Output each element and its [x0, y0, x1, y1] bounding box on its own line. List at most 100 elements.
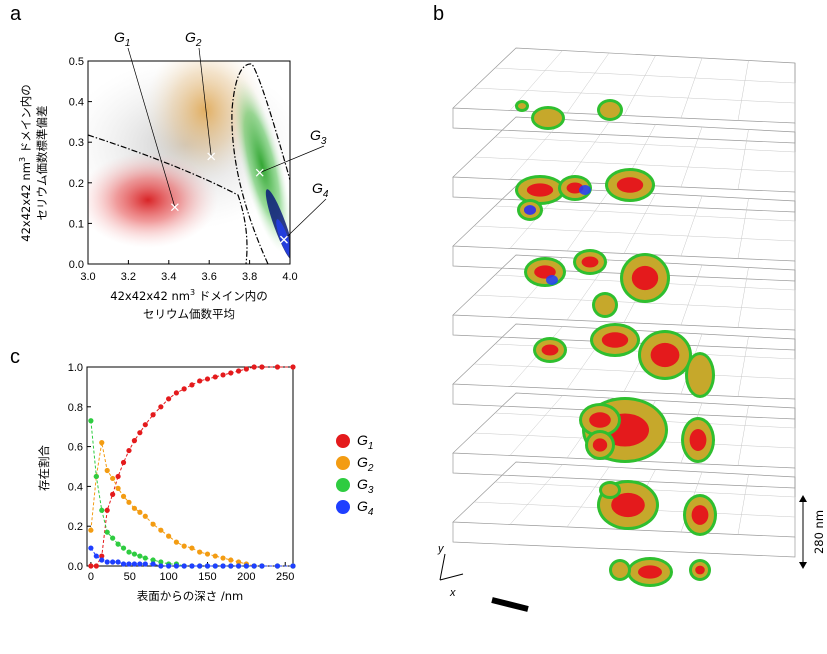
- series-line-g4: [90, 547, 293, 567]
- series-point-g2: [220, 555, 226, 561]
- slab-side-face: [452, 108, 796, 144]
- series-point-g3: [115, 541, 121, 547]
- series-point-g1: [166, 396, 172, 402]
- series-point-g1: [181, 386, 187, 392]
- series-point-g4: [137, 561, 143, 567]
- series-point-g2: [137, 509, 143, 515]
- series-point-g3: [158, 559, 164, 565]
- series-point-g1: [142, 422, 148, 428]
- centroid-marker: [207, 152, 216, 161]
- a-ytick-label: 0.1: [69, 218, 84, 230]
- slab-side-face: [452, 522, 796, 558]
- series-point-g2: [235, 559, 242, 565]
- panel-a-xlabel-line2: セリウム価数平均: [143, 307, 235, 321]
- series-point-g3: [137, 553, 143, 559]
- series-point-g3: [110, 535, 116, 541]
- slab-top-face: [452, 47, 796, 124]
- series-point-g4: [235, 563, 242, 569]
- series-point-g2: [173, 539, 179, 545]
- panel-c-axes: 0 50 100 150 200 250 0.0 0.2 0.4 0.6 0.8 1.0: [68, 362, 295, 583]
- series-line-g3: [90, 420, 293, 567]
- panel-b-3d-slices: 280 nm y x: [437, 47, 826, 612]
- series-point-g4: [181, 563, 187, 569]
- a-ytick-label: 0.2: [69, 178, 84, 190]
- centroid-leader: [283, 198, 327, 240]
- series-point-g4: [104, 559, 110, 565]
- series-point-g2: [150, 521, 156, 527]
- series-point-g3: [150, 557, 156, 563]
- series-point-g4: [158, 563, 164, 569]
- series-line-g2: [90, 442, 293, 567]
- series-point-g2: [88, 527, 94, 533]
- domain-blob-g4: [546, 275, 558, 285]
- series-point-g3: [88, 418, 94, 424]
- svg-text:42x42x42 nm3 ドメイン内の: 42x42x42 nm3 ドメイン内の: [18, 84, 33, 241]
- height-scale-label: 280 nm: [812, 510, 826, 554]
- series-point-g4: [251, 563, 257, 569]
- series-point-g2: [104, 467, 110, 474]
- legend-swatch-g3: [336, 478, 350, 492]
- centroid-label: G3: [310, 127, 327, 147]
- series-point-g1: [290, 364, 296, 370]
- panel-label-b: b: [433, 3, 444, 25]
- series-point-g1: [197, 378, 203, 384]
- series-point-g4: [131, 561, 138, 567]
- density-cloud: [88, 61, 290, 264]
- series-point-g3: [142, 555, 148, 561]
- series-point-g2: [99, 440, 105, 446]
- series-point-g1: [259, 364, 265, 370]
- c-ytick-label: 0.0: [68, 561, 83, 573]
- panel-c-xlabel: 表面からの深さ /nm: [137, 589, 244, 603]
- series-point-g4: [120, 561, 127, 567]
- legend-label-g2: G2: [357, 454, 374, 474]
- legend-label-g4: G4: [357, 498, 374, 518]
- a-xtick-label: 3.8: [242, 271, 257, 283]
- c-ytick-label: 0.6: [68, 442, 83, 454]
- series-point-g1: [110, 491, 116, 497]
- c-xtick-label: 150: [198, 571, 216, 583]
- series-line-g1: [90, 366, 293, 567]
- c-xtick-label: 50: [124, 571, 136, 583]
- y-axis-label: y: [437, 543, 445, 555]
- x-axis-label: x: [449, 587, 456, 599]
- series-point-g4: [243, 563, 249, 569]
- panel-a-ylabel: 42x42x42 nm3 ドメイン内の セリウム価数標準偏差: [18, 84, 49, 241]
- a-ytick-label: 0.4: [69, 97, 84, 109]
- series-point-g2: [126, 499, 132, 505]
- legend-label-g3: G3: [357, 476, 374, 496]
- centroid-label: G4: [312, 180, 329, 200]
- series-point-g4: [189, 563, 195, 569]
- series-point-g4: [88, 545, 94, 551]
- series-point-g2: [115, 485, 121, 491]
- series-point-g1: [120, 459, 127, 466]
- series-point-g1: [93, 563, 99, 569]
- series-point-g4: [212, 563, 218, 569]
- centroid-label: G2: [185, 29, 202, 49]
- panel-a-axes: 3.0 3.2 3.4 3.6 3.8 4.0 0.0 0.1 0.2 0.3 0.4 0.5: [69, 56, 298, 283]
- series-point-g1: [235, 368, 242, 374]
- series-point-g1: [158, 404, 164, 410]
- domain-blob-g4: [579, 185, 591, 195]
- legend-swatch-g1: [336, 434, 350, 448]
- legend-swatch-g2: [336, 456, 350, 470]
- series-point-g4: [115, 559, 121, 565]
- c-ytick-label: 0.4: [68, 481, 83, 493]
- a-xtick-label: 3.6: [202, 271, 217, 283]
- c-xtick-label: 0: [88, 571, 94, 583]
- series-point-g1: [126, 447, 132, 454]
- series-point-g2: [110, 475, 116, 482]
- panel-a-xlabel-line1: 42x42x42 nm3 ドメイン内の: [110, 288, 267, 303]
- panel-c-line-chart: 0 50 100 150 200 250 0.0 0.2 0.4 0.6 0.8 1.0 表面からの深…: [37, 362, 374, 603]
- series-point-g2: [131, 505, 138, 511]
- series-point-g1: [173, 390, 179, 396]
- series-point-g4: [99, 557, 105, 563]
- c-ytick-label: 0.2: [68, 521, 83, 533]
- series-point-g1: [212, 374, 218, 380]
- centroid-marker: [255, 168, 264, 177]
- series-point-g1: [274, 364, 281, 370]
- xy-axes-triad: y x: [437, 543, 464, 599]
- c-xtick-label: 100: [159, 571, 177, 583]
- series-point-g2: [197, 549, 203, 555]
